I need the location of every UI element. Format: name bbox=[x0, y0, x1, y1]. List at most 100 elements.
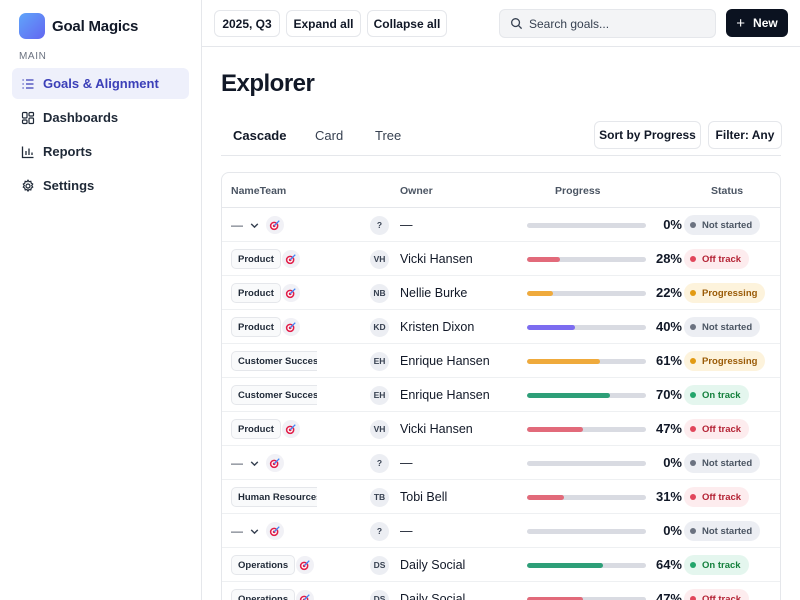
table-row[interactable]: Human Resources TB Tobi Bell 31% Off track bbox=[222, 480, 780, 514]
progress-percent: 28% bbox=[655, 251, 682, 266]
search-box[interactable] bbox=[499, 9, 716, 38]
dashboard-grid-icon bbox=[21, 111, 35, 125]
avatar: ? bbox=[370, 521, 389, 541]
table-row[interactable]: Product NB Nellie Burke 22% Progressing bbox=[222, 276, 780, 310]
row-dash: — bbox=[231, 218, 243, 232]
progress-percent: 0% bbox=[663, 455, 682, 470]
progress-bar bbox=[527, 461, 646, 466]
goals-table: NameTeam Owner Progress Status —? —0% Not … bbox=[221, 172, 781, 600]
progress-percent: 61% bbox=[655, 353, 682, 368]
table-row[interactable]: Product KD Kristen Dixon 40% Not started bbox=[222, 310, 780, 344]
new-goal-button[interactable]: + New bbox=[726, 9, 788, 37]
avatar: TB bbox=[370, 487, 389, 507]
table-row[interactable]: —? —0% Not started bbox=[222, 208, 780, 242]
team-badge: Customer Success bbox=[231, 351, 317, 371]
table-row[interactable]: Product VH Vicki Hansen 47% Off track bbox=[222, 412, 780, 446]
search-icon bbox=[511, 18, 523, 30]
owner-name: Vicki Hansen bbox=[400, 422, 473, 436]
avatar: VH bbox=[370, 249, 389, 269]
plus-icon: + bbox=[736, 14, 746, 32]
owner-name: Tobi Bell bbox=[400, 490, 448, 504]
header-owner[interactable]: Owner bbox=[400, 185, 433, 197]
brand-name: Goal Magics bbox=[52, 17, 139, 35]
filter-button[interactable]: Filter: Any bbox=[708, 121, 782, 149]
sidebar-nav: Goals & Alignment Dashboards Reports Set… bbox=[12, 68, 189, 204]
progress-percent: 47% bbox=[655, 421, 682, 436]
avatar: KD bbox=[370, 317, 389, 337]
status-badge: On track bbox=[684, 385, 749, 405]
brand-logo-icon bbox=[19, 13, 45, 39]
view-tabs: Cascade Card Tree Sort by Progress Filte… bbox=[221, 121, 782, 156]
tab-tree[interactable]: Tree bbox=[375, 128, 402, 143]
owner-cell: ? — bbox=[370, 446, 413, 480]
progress-bar bbox=[527, 563, 646, 568]
status-dot-icon bbox=[690, 392, 696, 398]
progress-bar bbox=[527, 325, 646, 330]
avatar: NB bbox=[370, 283, 389, 303]
table-row[interactable]: Operations DS Daily Social 64% On track bbox=[222, 548, 780, 582]
header-progress[interactable]: Progress bbox=[555, 185, 601, 197]
sidebar-item-dashboards[interactable]: Dashboards bbox=[12, 102, 189, 133]
progress-fill bbox=[527, 291, 554, 296]
avatar: EH bbox=[370, 351, 389, 371]
brand[interactable]: Goal Magics bbox=[19, 12, 138, 40]
owner-name: Daily Social bbox=[400, 558, 466, 572]
progress-fill bbox=[527, 427, 583, 432]
sidebar-item-label: Goals & Alignment bbox=[43, 76, 159, 91]
status-label: Progressing bbox=[702, 287, 758, 299]
progress-bar bbox=[527, 393, 646, 398]
avatar: VH bbox=[370, 419, 389, 439]
table-row[interactable]: —? —0% Not started bbox=[222, 514, 780, 548]
sidebar-item-reports[interactable]: Reports bbox=[12, 136, 189, 167]
status-label: On track bbox=[702, 389, 741, 401]
table-row[interactable]: Operations DS Daily Social 47% Off track bbox=[222, 582, 780, 600]
tab-cascade[interactable]: Cascade bbox=[233, 128, 287, 143]
tab-card[interactable]: Card bbox=[315, 128, 344, 143]
avatar: DS bbox=[370, 555, 389, 575]
owner-name: — bbox=[400, 218, 413, 232]
row-name-team-cell: Customer Success bbox=[231, 378, 317, 412]
table-row[interactable]: —? —0% Not started bbox=[222, 446, 780, 480]
progress-fill bbox=[527, 563, 604, 568]
search-input[interactable] bbox=[529, 16, 709, 31]
expand-all-button[interactable]: Expand all bbox=[286, 10, 361, 37]
row-name-team-cell: — bbox=[231, 514, 317, 548]
chevron-down-icon[interactable] bbox=[249, 220, 260, 231]
table-row[interactable]: Product VH Vicki Hansen 28% Off track bbox=[222, 242, 780, 276]
quarter-selector-button[interactable]: 2025, Q3 bbox=[214, 10, 280, 37]
sidebar: Goal Magics MAIN Goals & Alignment Dashb… bbox=[0, 0, 202, 600]
status-badge: Not started bbox=[684, 453, 761, 473]
target-icon bbox=[266, 216, 284, 234]
target-icon bbox=[281, 284, 300, 302]
team-badge: Operations bbox=[231, 589, 296, 600]
row-dash: — bbox=[231, 524, 243, 538]
chevron-down-icon[interactable] bbox=[249, 458, 260, 469]
status-dot-icon bbox=[690, 256, 696, 262]
row-name-team-cell: Operations bbox=[231, 582, 317, 600]
progress-bar bbox=[527, 495, 646, 500]
status-badge: Off track bbox=[684, 589, 750, 600]
progress-bar bbox=[527, 359, 646, 364]
owner-cell: ? — bbox=[370, 208, 413, 242]
progress-bar bbox=[527, 223, 646, 228]
collapse-all-button[interactable]: Collapse all bbox=[367, 10, 447, 37]
chevron-down-icon[interactable] bbox=[249, 526, 260, 537]
top-bar: 2025, Q3 Expand all Collapse all + New bbox=[202, 0, 800, 47]
row-name-team-cell: Human Resources bbox=[231, 480, 317, 514]
progress-bar bbox=[527, 427, 646, 432]
row-name-team-cell: Product bbox=[231, 412, 317, 446]
header-name-team[interactable]: NameTeam bbox=[231, 185, 287, 197]
status-badge: Off track bbox=[684, 419, 750, 439]
owner-cell: DS Daily Social bbox=[370, 548, 465, 582]
sort-button[interactable]: Sort by Progress bbox=[594, 121, 701, 149]
table-row[interactable]: Customer Success EH Enrique Hansen 70% On tr… bbox=[222, 378, 780, 412]
avatar: ? bbox=[370, 215, 389, 235]
team-badge: Human Resources bbox=[231, 487, 317, 507]
target-icon bbox=[281, 250, 300, 268]
sidebar-item-settings[interactable]: Settings bbox=[12, 170, 189, 201]
progress-bar bbox=[527, 597, 646, 600]
sidebar-item-goals-alignment[interactable]: Goals & Alignment bbox=[12, 68, 189, 99]
header-status[interactable]: Status bbox=[711, 185, 744, 197]
table-row[interactable]: Customer Success EH Enrique Hansen 61% Progr… bbox=[222, 344, 780, 378]
status-dot-icon bbox=[690, 324, 696, 330]
